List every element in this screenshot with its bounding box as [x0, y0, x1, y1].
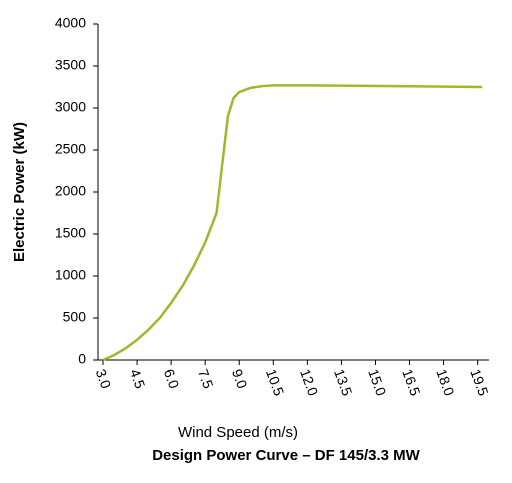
- x-tick-label: 12.0: [297, 367, 321, 398]
- chart-title: Design Power Curve – DF 145/3.3 MW: [152, 447, 420, 464]
- x-tick-label: 19.5: [467, 367, 491, 398]
- x-tick-label: 3.0: [93, 367, 115, 391]
- data-line: [102, 84, 483, 362]
- x-tick-label: 4.5: [127, 367, 149, 391]
- y-tick-label: 1500: [55, 225, 86, 241]
- y-tick-label: 3000: [55, 99, 86, 115]
- y-tick-label: 1000: [55, 267, 86, 283]
- x-tick-label: 13.5: [331, 367, 355, 398]
- x-tick-label: 16.5: [399, 367, 423, 398]
- y-tick-label: 2500: [55, 141, 86, 157]
- y-tick-label: 4000: [55, 15, 86, 31]
- y-tick-label: 2000: [55, 183, 86, 199]
- x-axis-label: Wind Speed (m/s): [178, 424, 298, 441]
- x-tick-label: 9.0: [229, 367, 251, 391]
- y-axis-label: Electric Power (kW): [11, 122, 28, 262]
- x-tick-label: 7.5: [195, 367, 217, 391]
- x-tick-label: 6.0: [161, 367, 183, 391]
- y-tick-label: 500: [63, 309, 87, 325]
- x-tick-label: 15.0: [365, 367, 389, 398]
- x-tick-label: 10.5: [263, 367, 287, 398]
- y-tick-label: 3500: [55, 57, 86, 73]
- x-tick-label: 18.0: [433, 367, 457, 398]
- y-tick-label: 0: [78, 351, 86, 367]
